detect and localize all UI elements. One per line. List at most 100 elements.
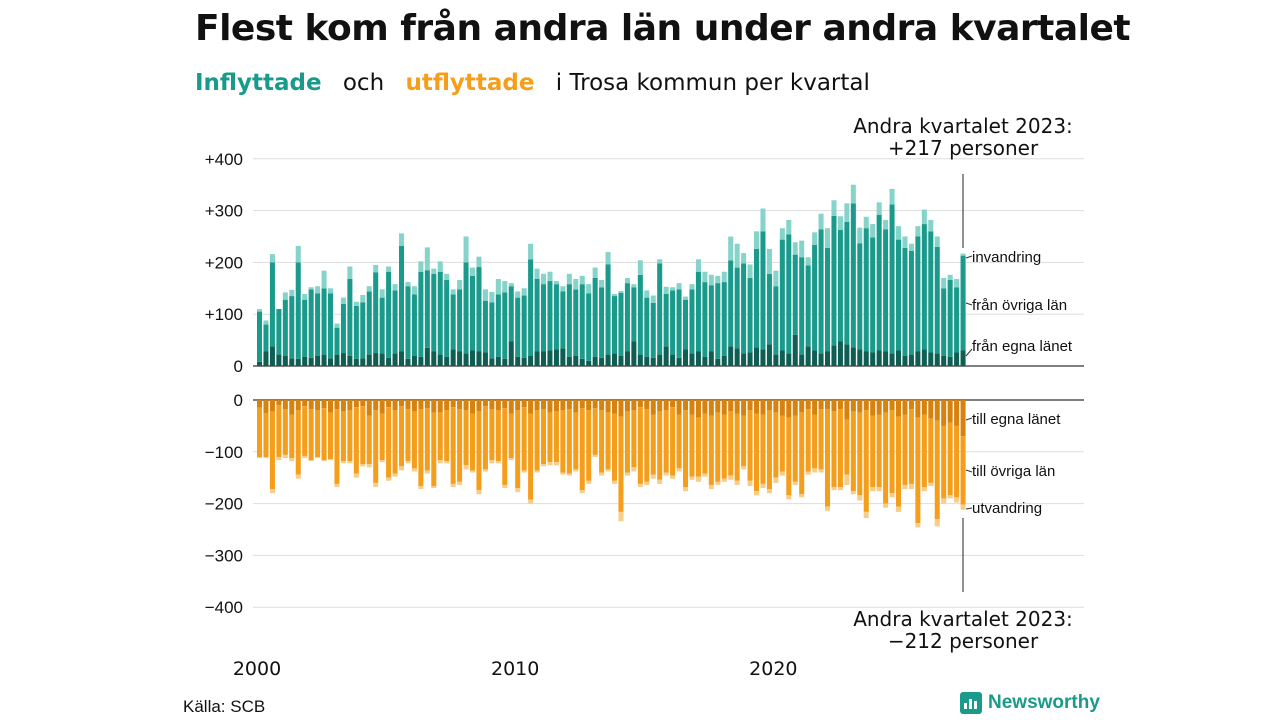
bar-bottom-2	[773, 477, 779, 483]
bar-top-0	[566, 356, 572, 366]
bar-top-0	[947, 356, 953, 366]
bar-bottom-0	[760, 400, 766, 415]
bar-bottom-0	[612, 400, 618, 414]
bar-bottom-1	[818, 409, 824, 470]
bar-top-1	[683, 299, 689, 350]
bar-top-1	[573, 289, 579, 356]
bar-top-2	[773, 270, 779, 287]
bar-top-1	[947, 280, 953, 357]
bar-top-0	[863, 351, 869, 366]
bar-bottom-2	[328, 459, 334, 461]
bar-bottom-0	[754, 400, 760, 414]
bar-bottom-0	[566, 400, 572, 410]
bar-top-2	[624, 277, 630, 284]
bar-top-1	[470, 275, 476, 351]
bar-top-2	[760, 208, 766, 232]
bar-top-2	[908, 243, 914, 252]
bar-top-0	[599, 357, 605, 366]
bar-bottom-1	[812, 414, 818, 469]
bar-bottom-0	[476, 400, 482, 412]
bar-bottom-0	[741, 400, 747, 416]
bar-bottom-2	[702, 473, 708, 477]
bar-bottom-0	[908, 400, 914, 410]
bar-top-1	[896, 239, 902, 351]
bar-bottom-1	[799, 412, 805, 495]
bar-top-0	[276, 354, 282, 366]
bar-bottom-2	[934, 519, 940, 527]
ytick-label-bottom: −200	[205, 495, 243, 514]
bar-bottom-1	[825, 409, 831, 507]
bar-bottom-2	[863, 511, 869, 519]
bar-bottom-2	[521, 470, 527, 473]
bar-bottom-0	[708, 400, 714, 416]
bar-top-2	[515, 291, 521, 298]
bar-bottom-0	[289, 400, 295, 415]
bar-top-1	[837, 229, 843, 342]
bar-bottom-2	[560, 472, 566, 475]
bar-top-0	[792, 334, 798, 366]
bar-top-2	[482, 289, 488, 301]
bar-bottom-1	[334, 409, 340, 484]
bar-bottom-1	[502, 408, 508, 485]
bar-top-1	[560, 291, 566, 349]
bar-bottom-0	[560, 400, 566, 411]
bar-bottom-1	[721, 414, 727, 479]
bar-bottom-0	[863, 400, 869, 411]
bar-bottom-1	[850, 411, 856, 492]
bar-bottom-0	[947, 400, 953, 423]
bar-bottom-2	[670, 475, 676, 479]
bar-top-2	[347, 266, 353, 279]
bar-top-1	[799, 257, 805, 355]
bar-bottom-1	[553, 411, 559, 463]
bar-bottom-1	[560, 410, 566, 473]
bar-bottom-2	[566, 473, 572, 476]
bar-bottom-2	[282, 454, 288, 459]
bar-bottom-2	[954, 497, 960, 503]
bar-bottom-1	[695, 417, 701, 477]
bar-bottom-2	[463, 465, 469, 470]
bar-bottom-0	[353, 400, 359, 408]
bar-bottom-1	[805, 409, 811, 472]
bar-top-0	[702, 356, 708, 366]
ytick-label-top: +300	[205, 202, 243, 221]
bar-top-2	[734, 243, 740, 268]
bar-top-0	[289, 358, 295, 366]
bar-bottom-1	[269, 411, 275, 490]
bar-top-1	[670, 290, 676, 355]
bar-bottom-1	[457, 409, 463, 482]
subtitle-inflyttade: Inflyttade	[195, 70, 322, 96]
bar-top-0	[715, 358, 721, 366]
bar-bottom-0	[883, 400, 889, 413]
bar-top-2	[650, 295, 656, 303]
bar-top-1	[328, 293, 334, 359]
bar-bottom-2	[683, 487, 689, 492]
bar-bottom-0	[521, 400, 527, 408]
bar-top-1	[541, 284, 547, 352]
bar-top-0	[657, 354, 663, 366]
bar-bottom-1	[915, 417, 921, 524]
bar-bottom-2	[495, 461, 501, 464]
annotation-bottom-line1: Andra kvartalet 2023:	[853, 607, 1073, 631]
bar-bottom-2	[612, 480, 618, 484]
bar-bottom-2	[928, 482, 934, 486]
bar-top-2	[850, 184, 856, 204]
bar-bottom-1	[870, 415, 876, 488]
bar-top-2	[721, 271, 727, 283]
bar-bottom-2	[289, 458, 295, 462]
bar-bottom-0	[373, 400, 379, 411]
bar-bottom-1	[728, 411, 734, 476]
bar-bottom-0	[605, 400, 611, 413]
bar-bottom-0	[850, 400, 856, 412]
bar-top-0	[431, 351, 437, 366]
bar-bottom-1	[541, 409, 547, 465]
bar-top-1	[386, 271, 392, 358]
bar-top-0	[360, 358, 366, 366]
bar-top-2	[366, 286, 372, 292]
bar-top-1	[392, 290, 398, 354]
bar-top-0	[870, 352, 876, 366]
bar-top-1	[263, 324, 269, 352]
bar-top-0	[560, 348, 566, 366]
bar-bottom-2	[870, 487, 876, 492]
bar-top-1	[676, 289, 682, 358]
bar-bottom-2	[360, 464, 366, 467]
